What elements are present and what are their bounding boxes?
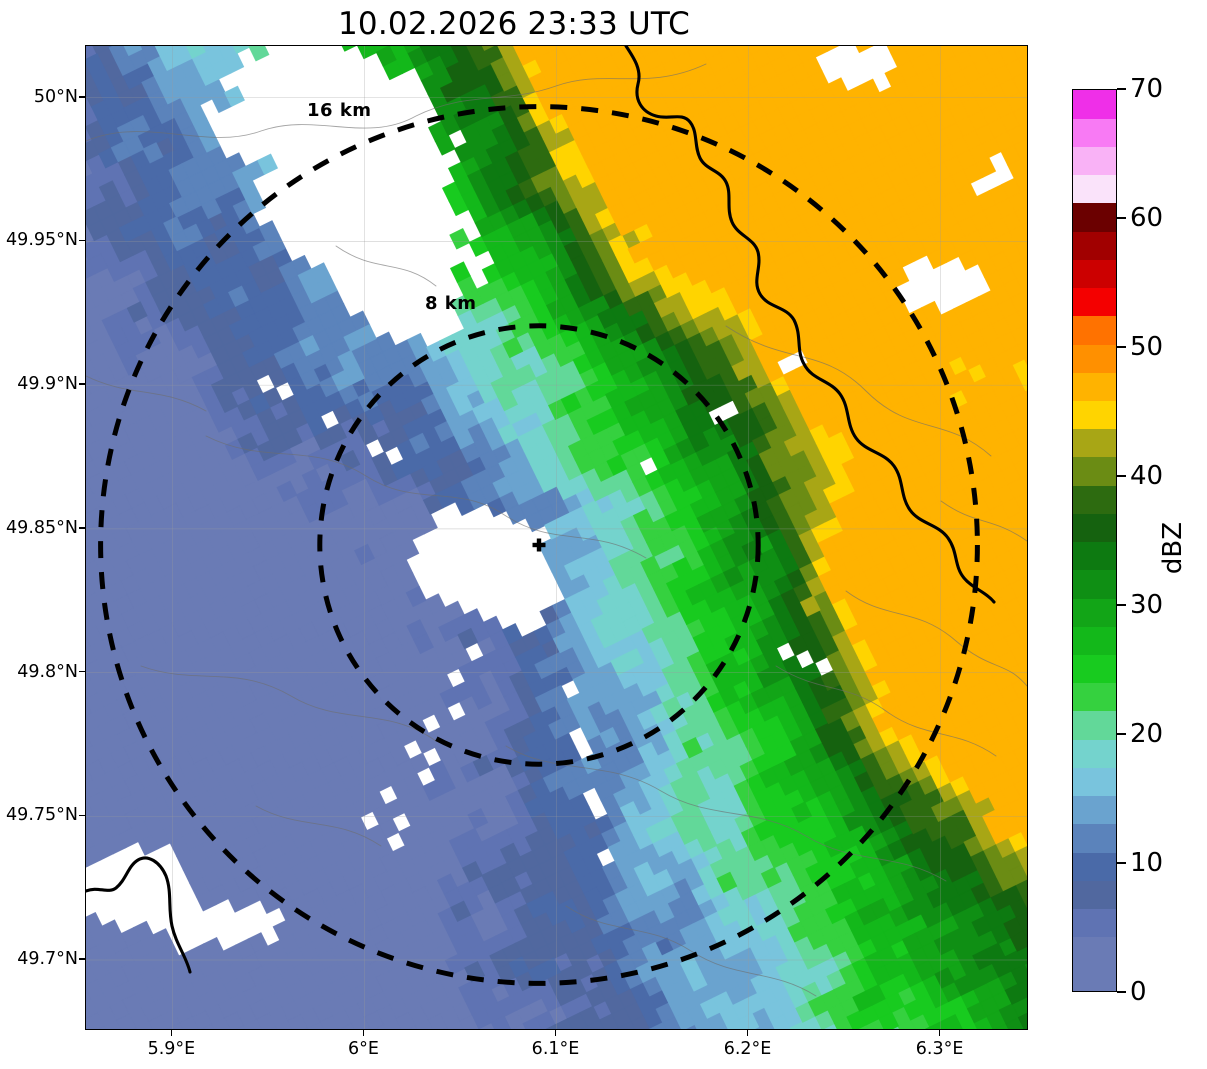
x-axis-tick-label: 6.2°E — [723, 1039, 772, 1059]
colorbar-tick-label: 60 — [1130, 203, 1164, 233]
radar-map-inner — [86, 46, 1027, 1029]
colorbar-band — [1073, 964, 1116, 991]
colorbar-band — [1073, 936, 1116, 966]
y-axis-tick-label: 49.9°N — [17, 374, 78, 395]
colorbar-band — [1073, 372, 1116, 401]
colorbar-band — [1073, 202, 1116, 232]
colorbar-tick-mark — [1117, 217, 1126, 219]
x-axis-tick-label: 6.1°E — [531, 1039, 580, 1059]
colorbar-band — [1073, 456, 1116, 486]
x-axis-tick-mark — [746, 1030, 749, 1036]
colorbar-band — [1073, 485, 1116, 514]
y-axis-tick-mark — [79, 383, 85, 385]
colorbar-band — [1073, 682, 1116, 712]
colorbar-band — [1073, 118, 1116, 148]
colorbar-band — [1073, 315, 1116, 345]
colorbar-band — [1073, 541, 1116, 571]
colorbar-band — [1073, 146, 1116, 176]
y-axis-tick-mark — [79, 958, 85, 960]
radar-map[interactable] — [85, 45, 1028, 1030]
colorbar-tick-label: 30 — [1130, 590, 1164, 620]
colorbar-band — [1073, 231, 1116, 260]
colorbar-band — [1073, 795, 1116, 825]
colorbar-band — [1073, 739, 1116, 768]
radar-reflectivity-layer — [86, 46, 1027, 1029]
y-axis-tick-label: 49.8°N — [17, 661, 78, 682]
colorbar-band — [1073, 400, 1116, 430]
y-axis-tick-mark — [79, 239, 85, 242]
colorbar-tick-label: 10 — [1130, 848, 1164, 878]
colorbar-band — [1073, 90, 1116, 119]
colorbar-band — [1073, 513, 1116, 543]
page-title: 10.02.2026 23:33 UTC — [338, 6, 690, 42]
colorbar-band — [1073, 880, 1116, 909]
y-axis-tick-mark — [79, 670, 85, 673]
y-axis-tick-label: 49.75°N — [6, 805, 78, 826]
radar-center-marker — [532, 538, 546, 552]
colorbar-band — [1073, 174, 1116, 204]
x-axis-tick-label: 6.3°E — [915, 1039, 964, 1059]
colorbar-band — [1073, 597, 1116, 627]
colorbar-tick-mark — [1117, 991, 1126, 993]
range-ring-label: 8 km — [425, 293, 477, 314]
y-axis-tick-label: 49.7°N — [17, 949, 78, 970]
colorbar-tick-label: 50 — [1130, 332, 1164, 362]
y-axis-tick-mark — [79, 527, 85, 529]
colorbar-band — [1073, 343, 1116, 373]
colorbar-tick-label: 70 — [1130, 74, 1164, 104]
y-axis-tick-mark — [79, 814, 85, 817]
x-axis-tick-mark — [938, 1030, 941, 1036]
colorbar-band — [1073, 823, 1116, 853]
y-axis-tick-mark — [79, 95, 85, 98]
x-axis-tick-mark — [170, 1030, 173, 1036]
colorbar-tick-mark — [1117, 475, 1126, 477]
x-axis-tick-mark — [554, 1030, 557, 1036]
colorbar-tick-label: 40 — [1130, 461, 1164, 491]
colorbar-band — [1073, 259, 1116, 289]
colorbar-band — [1073, 710, 1116, 740]
colorbar-band — [1073, 287, 1116, 317]
colorbar-tick-mark — [1117, 88, 1126, 90]
colorbar-tick-mark — [1117, 346, 1126, 348]
colorbar-tick-mark — [1117, 733, 1126, 735]
colorbar-tick-label: 20 — [1130, 719, 1164, 749]
y-axis-tick-label: 50°N — [33, 86, 78, 107]
colorbar-band — [1073, 626, 1116, 655]
range-ring-label: 16 km — [307, 100, 372, 121]
colorbar-tick-mark — [1117, 862, 1126, 864]
colorbar-tick-mark — [1117, 604, 1126, 606]
colorbar-band — [1073, 767, 1116, 797]
colorbar-band — [1073, 428, 1116, 458]
colorbar[interactable] — [1072, 89, 1117, 992]
x-axis-tick-mark — [362, 1030, 365, 1036]
colorbar-band — [1073, 654, 1116, 684]
colorbar-tick-label: 0 — [1130, 977, 1147, 1007]
colorbar-band — [1073, 851, 1116, 881]
x-axis-tick-label: 5.9°E — [147, 1039, 196, 1059]
colorbar-band — [1073, 908, 1116, 938]
y-axis-tick-label: 49.85°N — [6, 517, 78, 538]
colorbar-band — [1073, 569, 1116, 599]
y-axis-tick-label: 49.95°N — [6, 230, 78, 251]
x-axis-tick-label: 6°E — [347, 1039, 379, 1059]
colorbar-label: dBZ — [1158, 521, 1188, 575]
